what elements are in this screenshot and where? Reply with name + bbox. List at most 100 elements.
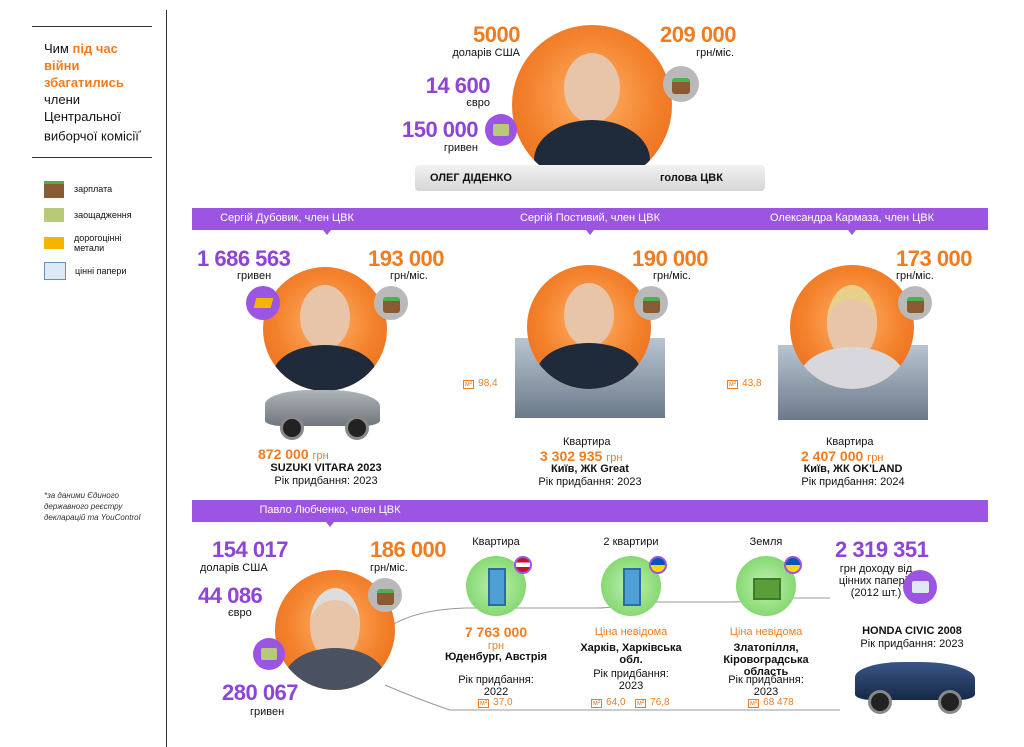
asset-place: Харків, Харківська обл. [580,642,682,666]
amount: 193 000 [368,246,445,271]
flag [784,556,802,574]
amount: 186 000 [370,537,447,562]
area: м² 98,4 [463,378,498,389]
legend-item: цінні папери [44,258,159,284]
price: 3 302 935 грн [540,448,622,464]
unit: грн/міс. [896,270,934,282]
amount: 190 000 [632,246,709,271]
asset-kind: Квартира [563,436,611,448]
legend: зарплата заощадження дорогоцінні метали … [44,176,159,284]
building [623,568,641,606]
wheel [868,690,892,714]
building [488,568,506,606]
currency: грн [487,640,505,652]
icon-glyph [376,588,394,606]
legend-item: зарплата [44,176,159,202]
legend-label: зарплата [74,184,113,194]
asset-year: Рік придбання: 2023 [728,674,804,698]
pointer [326,522,334,527]
face [300,285,350,349]
unit: грн/міс. [653,270,691,282]
asset-price: Ціна невідома [729,626,803,638]
banner: Сергій Дубовик, член ЦВК Сергій Постивий… [192,208,988,235]
asset-name: SUZUKI VITARA 2023 [270,462,382,474]
metal-icon [246,286,280,320]
unit: грн/міс. [390,270,428,282]
area-unit: м² [635,699,647,708]
car-name: HONDA CIVIC 2008 [862,625,962,637]
unit: доларів США [200,562,268,574]
area-unit: м² [591,699,603,708]
price-amount: 3 302 935 [540,448,603,464]
salary-icon [634,286,668,320]
area-unit: м² [463,380,475,389]
photo [527,265,651,389]
banner-label: Павло Любченко, член ЦВК [259,504,401,516]
asset-year: Рік придбання: 2023 [593,668,669,692]
salary-icon [663,66,699,102]
suit [273,345,377,391]
connector [384,684,840,711]
asset-place: Юденбург, Австрія [444,651,547,663]
area-unit: м² [478,699,490,708]
unit: гривен [443,142,478,154]
amount: 154 017 [212,537,289,562]
area: м² 64,0 [591,697,626,708]
head-role: голова ЦВК [660,172,723,184]
icon-glyph [261,648,277,660]
amount: 209 000 [660,22,737,47]
legend-label: цінні папери [75,266,127,276]
icon-glyph [911,580,929,594]
asset-kind: Квартира [826,436,874,448]
asset-kind: Земля [749,536,783,548]
unit: євро [466,97,490,109]
unit: євро [228,607,252,619]
icon-glyph [382,296,400,314]
income-text: грн доходу від цінних паперів (2012 шт.) [838,563,914,599]
divider [166,10,167,747]
area-value: 98,4 [478,378,498,389]
securities-icon [903,570,937,604]
unit: доларів США [452,47,520,59]
title-end: члени Центральної виборчої комісії [44,92,139,144]
savings-icon [253,638,285,670]
asset-name: Київ, ЖК OK'LAND [803,463,903,475]
asset-year: Рік придбання: 2024 [801,476,905,488]
banner-label: Сергій Дубовик, член ЦВК [220,212,354,224]
photo [790,265,914,389]
legend-icon [44,237,64,249]
banner-label: Олександра Кармаза, член ЦВК [769,212,935,224]
unit: грн/міс. [696,47,734,59]
suit [800,347,904,389]
area-value: 37,0 [493,697,513,708]
area: м² 43,8 [727,378,762,389]
amount: 150 000 [401,117,479,142]
area: м² 68 478 [748,697,794,708]
asset-price: Ціна невідома [594,626,668,638]
title-start: Чим [44,41,69,56]
price-amount: 872 000 [258,446,309,462]
area-value: 64,0 [606,697,626,708]
title-highlight: під час війни збагатились [44,41,124,90]
car-year: Рік придбання: 2023 [860,638,964,650]
rule [32,157,152,158]
area-value: 43,8 [742,378,762,389]
sidebar-title: Чим під час війни збагатились члени Цент… [44,40,154,144]
area-value: 68 478 [763,697,794,708]
asset-year: Рік придбання: 2023 [274,475,378,487]
area-unit: м² [748,699,760,708]
currency: грн [312,450,329,462]
name-bar [415,165,765,191]
amount: 280 067 [222,680,299,705]
legend-item: дорогоцінні метали [44,228,159,258]
unit: грн/міс. [370,562,408,574]
pointer [848,230,856,235]
icon-glyph [642,296,660,314]
photo [512,25,672,185]
asset-kind: 2 квартири [603,536,659,548]
wheel [938,690,962,714]
title-mark: * [138,130,142,137]
currency: грн [867,452,884,464]
flag [649,556,667,574]
